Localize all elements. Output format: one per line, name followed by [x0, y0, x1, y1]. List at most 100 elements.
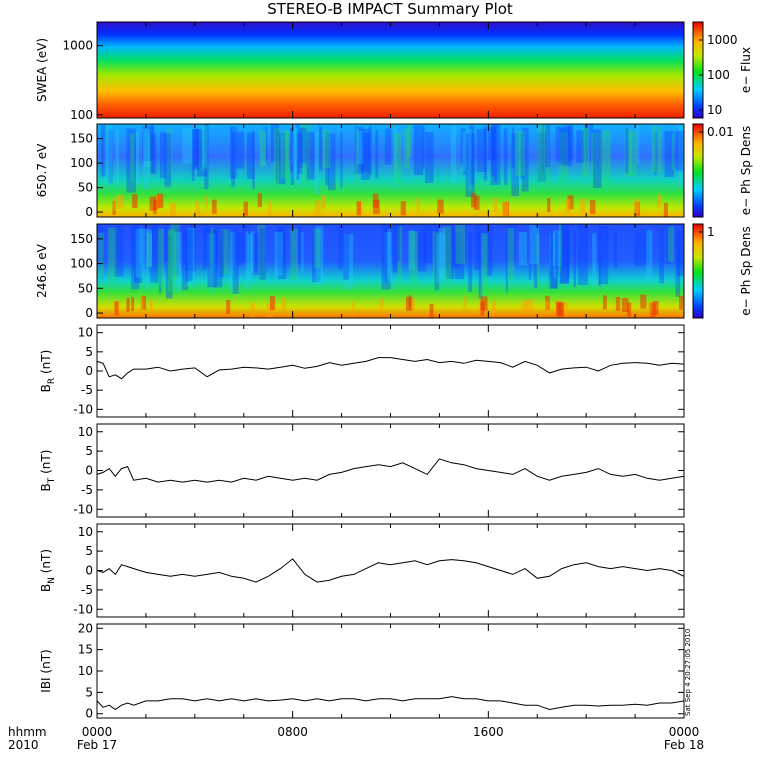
spectrogram-texture [537, 124, 547, 182]
spectrogram-texture [149, 196, 156, 211]
spectrogram-texture [260, 126, 266, 167]
spectrogram-texture [290, 128, 294, 172]
spectrogram-texture [192, 129, 199, 170]
spectrogram-texture [231, 131, 235, 187]
spectrogram-texture [210, 233, 214, 292]
spectrogram-texture [218, 229, 229, 275]
spectrogram-texture [406, 124, 412, 158]
spectrogram-texture [592, 233, 597, 286]
spectrogram-texture [397, 224, 401, 262]
spectrogram-texture [159, 131, 166, 179]
y-tick-label: 0 [85, 564, 93, 578]
colorbar-tick-label: 1 [707, 225, 715, 239]
spectrogram-texture [230, 126, 237, 179]
spectrogram-texture [164, 228, 170, 262]
spectrogram-texture [255, 232, 258, 271]
spectrogram-texture [113, 196, 117, 211]
colorbar [693, 124, 703, 217]
spectrogram-texture [438, 227, 445, 279]
spectrogram-texture [132, 194, 138, 209]
colorbar-frame [692, 21, 704, 119]
y-tick-label: 10 [78, 525, 93, 539]
spectrogram-texture [628, 131, 637, 177]
spectrogram-texture [292, 127, 298, 179]
spectrogram-texture [671, 133, 674, 170]
spectrogram-texture [277, 229, 281, 264]
spectrogram-texture [354, 126, 364, 174]
spectrogram-texture [522, 300, 528, 315]
spectrogram-texture [261, 126, 268, 161]
spectrogram-2 [97, 124, 684, 217]
y-tick-label: 100 [70, 108, 93, 122]
spectrogram-texture [518, 231, 528, 266]
y-tick-label: 0 [85, 306, 93, 320]
spectrogram-texture [185, 230, 190, 271]
colorbar-tick-label: 10 [707, 103, 722, 117]
spectrogram-texture [368, 126, 372, 175]
spectrogram-texture [115, 129, 119, 186]
spectrogram-texture [384, 232, 392, 282]
spectrogram-texture [491, 125, 495, 177]
spectrogram-texture [164, 133, 172, 187]
spectrogram-texture [580, 198, 586, 213]
spectrogram-texture [562, 302, 568, 317]
spectrogram-texture [361, 130, 365, 165]
y-tick-label: 50 [78, 281, 93, 295]
spectrogram-texture [338, 225, 343, 269]
spectrogram-texture [235, 131, 244, 169]
spectrogram-texture [652, 300, 659, 315]
spectrogram-ylabel: SWEA (eV) [35, 38, 49, 102]
spectrogram-texture [463, 128, 466, 175]
spectrogram-texture [384, 228, 388, 283]
spectrogram-texture [678, 295, 684, 310]
spectrogram-texture [210, 227, 214, 262]
spectrogram-texture [259, 130, 266, 167]
spectrogram-texture [205, 195, 208, 210]
y-tick-label: -10 [73, 502, 93, 516]
spectrogram-texture [246, 132, 254, 180]
date-tick-label: Feb 18 [664, 738, 704, 752]
spectrogram-texture [97, 226, 105, 265]
y-tick-label: -5 [81, 483, 93, 497]
spectrogram-texture [429, 303, 434, 318]
spectrogram-texture [299, 127, 304, 169]
spectrogram-texture [300, 124, 311, 184]
spectrogram-texture [281, 296, 286, 311]
spectrogram-texture [549, 233, 557, 273]
spectrogram-texture [474, 225, 481, 271]
spectrogram-texture [295, 127, 305, 184]
spectrogram-texture [593, 129, 602, 189]
spectrogram-texture [351, 301, 355, 316]
colorbar-frame [692, 223, 704, 319]
spectrogram-texture [663, 202, 668, 217]
spectrogram-texture [142, 125, 152, 162]
spectrogram-texture [393, 132, 402, 185]
spectrogram-texture [257, 225, 266, 285]
spectrogram-texture [666, 224, 672, 264]
spectrogram-texture [356, 201, 361, 216]
y-tick-label: 50 [78, 181, 93, 195]
spectrogram-texture [436, 233, 446, 283]
spectrogram-texture [185, 229, 193, 282]
spectrogram-texture [134, 226, 143, 283]
spectrogram-texture [674, 131, 683, 171]
spectrogram-texture [328, 133, 336, 191]
spectrogram-texture [297, 226, 302, 265]
y-tick-label: 10 [78, 425, 93, 439]
spectrogram-texture [640, 294, 647, 309]
panel-frame [96, 324, 685, 418]
spectrogram-texture [657, 126, 662, 174]
spectrogram-texture [173, 231, 182, 293]
spectrogram-texture [520, 133, 524, 179]
date-tick-label: Feb 17 [77, 738, 117, 752]
spectrogram-texture [600, 130, 611, 194]
spectrogram-texture [626, 302, 632, 317]
spectrogram-texture [437, 199, 444, 214]
spectrogram-texture [677, 230, 683, 276]
spectrogram-texture [549, 232, 558, 289]
spectrogram-texture [104, 124, 113, 186]
spectrogram-texture [550, 231, 559, 289]
spectrogram-texture [573, 230, 576, 287]
time-axis-corner-label: 2010 [8, 738, 39, 752]
